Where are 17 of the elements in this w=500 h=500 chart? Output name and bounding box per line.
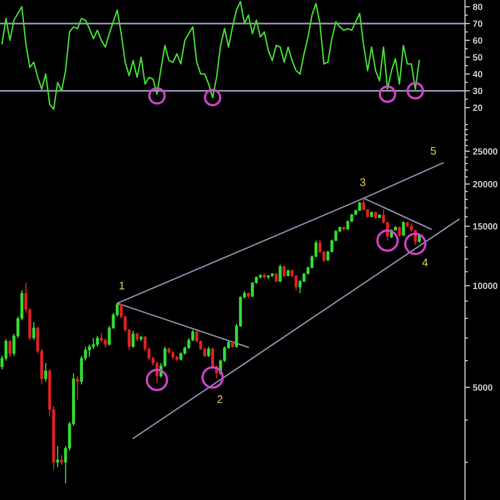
annotation: 1 [120, 282, 124, 290]
annotation: 5 [430, 146, 436, 155]
y-tick-label: 15000 [473, 223, 498, 230]
y-tick-label: 60 [472, 37, 482, 44]
y-tick-label: 10000 [473, 282, 498, 290]
y-tick-label: 80 [472, 4, 482, 10]
y-tick-label: 50 [472, 54, 482, 61]
y-tick-label: 5000 [472, 384, 492, 391]
annotation: 2 [217, 395, 222, 404]
annotation: 4 [422, 258, 428, 266]
y-tick-label: 20 [472, 104, 482, 111]
y-tick-label: 30 [472, 88, 482, 94]
annotation: 3 [360, 178, 366, 186]
y-tick-label: 70 [473, 20, 482, 27]
y-tick-label: 40 [472, 70, 482, 78]
y-tick-label: 25000 [472, 148, 498, 155]
y-tick-label: 20000 [472, 180, 498, 188]
